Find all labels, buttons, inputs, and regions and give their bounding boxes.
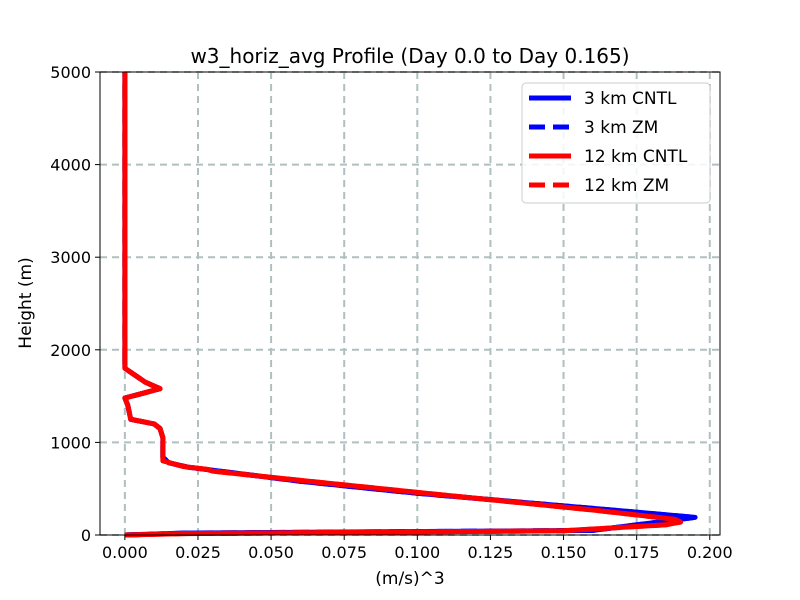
legend-label: 12 km CNTL	[584, 147, 688, 167]
y-tick-label: 4000	[50, 156, 91, 175]
x-tick-label: 0.100	[394, 543, 440, 562]
y-axis-label: Height (m)	[16, 257, 36, 348]
legend: 3 km CNTL 3 km ZM 12 km CNTL 12 km ZM	[521, 82, 711, 204]
y-tick-label: 3000	[50, 248, 91, 267]
x-tick-label: 0.125	[468, 543, 514, 562]
chart-title: w3_horiz_avg Profile (Day 0.0 to Day 0.1…	[190, 44, 629, 68]
x-tick-label: 0.150	[541, 543, 587, 562]
plot-frame	[99, 71, 721, 536]
series-line-2	[122, 72, 698, 538]
x-tick-label: 0.050	[248, 543, 294, 562]
y-tick-label: 2000	[50, 341, 91, 360]
series-line-4	[122, 72, 683, 538]
legend-box	[521, 82, 711, 204]
legend-label: 12 km ZM	[584, 176, 669, 196]
x-axis: 0.000 0.025 0.050 0.075 0.100 0.125 0.150 0.175…	[102, 535, 733, 562]
x-tick-label: 0.075	[321, 543, 367, 562]
y-tick-label: 0	[81, 526, 91, 545]
x-tick-label: 0.200	[687, 543, 733, 562]
x-tick-label: 0.000	[102, 543, 148, 562]
x-tick-label: 0.175	[614, 543, 660, 562]
x-axis-label: (m/s)^3	[375, 569, 444, 589]
y-tick-label: 5000	[50, 63, 91, 82]
y-axis: 0 1000 2000 3000 4000 5000	[50, 63, 100, 545]
y-tick-label: 1000	[50, 433, 91, 452]
legend-label: 3 km CNTL	[584, 89, 677, 109]
series-layer	[122, 72, 698, 538]
legend-label: 3 km ZM	[584, 118, 658, 138]
x-tick-label: 0.025	[175, 543, 221, 562]
